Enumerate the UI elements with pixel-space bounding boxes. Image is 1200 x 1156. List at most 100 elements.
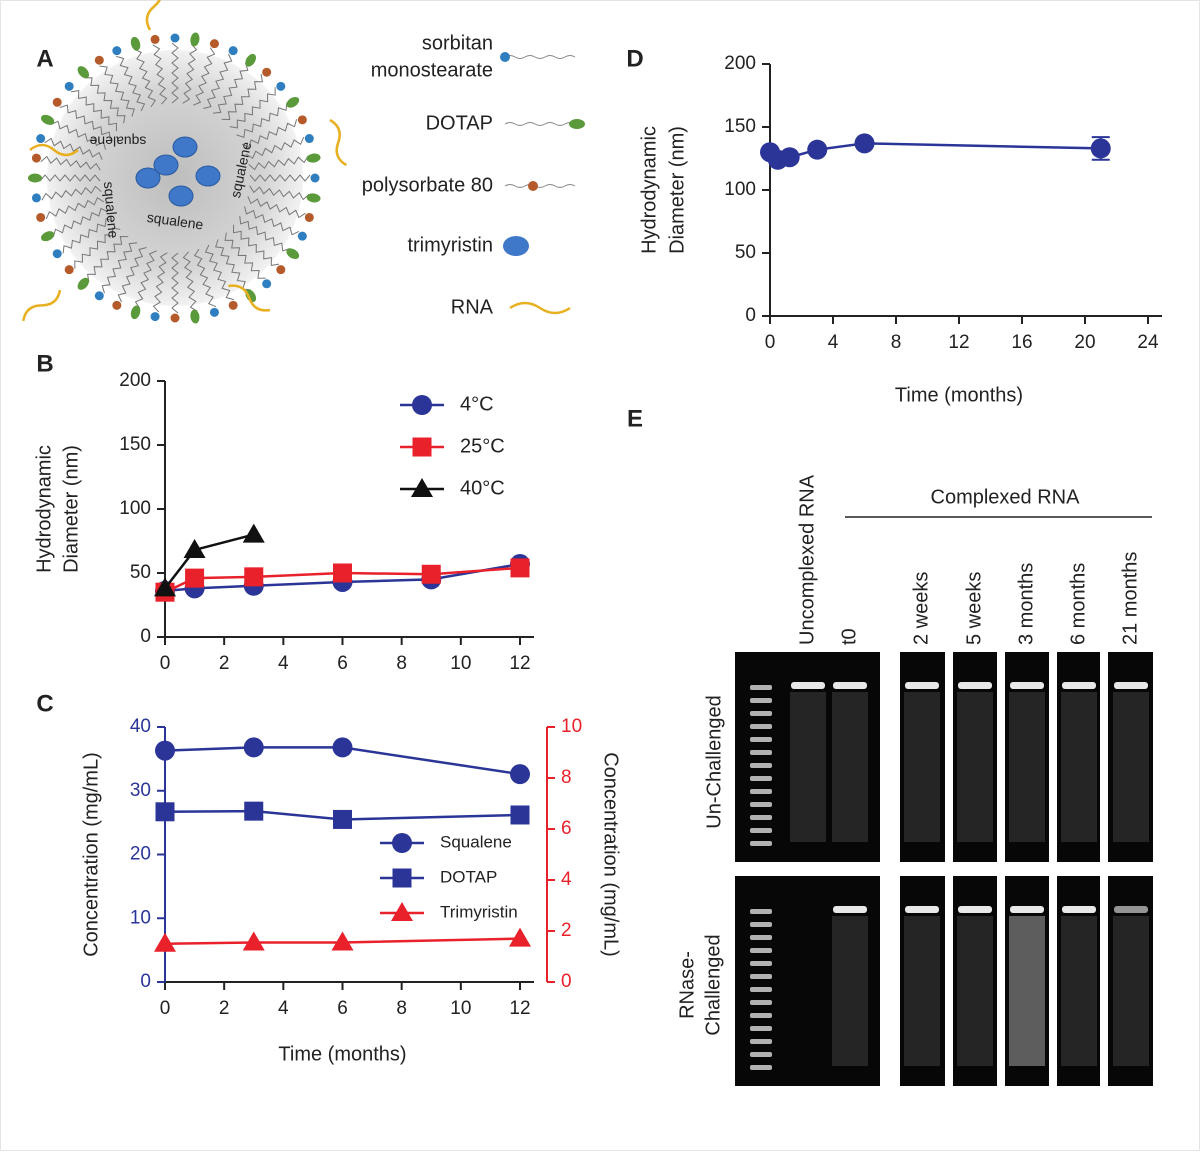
lipid-tail xyxy=(70,90,118,132)
legend-label: 25°C xyxy=(460,435,505,457)
lipid-tail xyxy=(133,48,157,108)
lipid-head xyxy=(228,46,238,56)
gel-smear xyxy=(1009,692,1045,842)
gel-band xyxy=(958,682,992,689)
lipid-head xyxy=(94,55,104,65)
lipid-head xyxy=(52,97,62,107)
lipid-head xyxy=(262,67,272,77)
x-tick-label: 12 xyxy=(948,332,969,353)
marker xyxy=(185,568,205,588)
legend-label: monostearate xyxy=(371,59,493,81)
ladder-band xyxy=(750,737,772,742)
lipid-tail xyxy=(247,196,306,219)
rna-strand xyxy=(29,143,79,157)
ladder-band xyxy=(750,948,772,953)
lipid-tail xyxy=(248,155,309,171)
marker xyxy=(154,577,176,597)
legend-marker xyxy=(392,868,412,888)
lipid-head xyxy=(306,193,321,203)
panel-label: B xyxy=(36,350,53,377)
lipid-tail xyxy=(74,227,121,269)
marker xyxy=(243,737,264,758)
lipid-head xyxy=(310,173,320,183)
lipid-tail xyxy=(245,136,305,160)
lipid-tail xyxy=(239,215,291,252)
lipid-tail xyxy=(134,250,157,309)
panel-label: D xyxy=(626,45,643,72)
trimyristin-blob xyxy=(168,185,194,207)
lipid-tail xyxy=(40,155,101,171)
lipid-tail xyxy=(45,196,105,220)
lipid-tail xyxy=(215,239,251,291)
x-tick-label: 2 xyxy=(219,653,230,674)
y-tick-label: 50 xyxy=(735,242,756,263)
lipid-tail xyxy=(39,174,101,182)
marker xyxy=(332,737,353,758)
lipid-head xyxy=(228,300,238,310)
lipid-tail xyxy=(101,242,138,294)
trimyristin-blob xyxy=(135,167,161,189)
lipid-tail xyxy=(182,43,198,104)
lane-label: 21 months xyxy=(1119,552,1141,645)
ladder-band xyxy=(750,763,772,768)
marker xyxy=(510,558,530,578)
lipid-head xyxy=(190,309,200,324)
series-line xyxy=(164,937,521,945)
y-tick-label: 200 xyxy=(724,53,756,74)
lipid-head xyxy=(41,114,55,125)
lipid-head xyxy=(304,212,314,222)
legend-label: DOTAP xyxy=(426,112,493,134)
lipid-head xyxy=(130,36,141,51)
lipid-tail xyxy=(203,53,233,109)
gel-band xyxy=(1114,682,1148,689)
marker xyxy=(509,927,531,947)
gel-smear xyxy=(832,692,868,842)
gel-smear xyxy=(790,692,826,842)
x-tick-label: 0 xyxy=(765,332,776,353)
lipid-head xyxy=(64,265,74,275)
legend-label: Trimyristin xyxy=(440,902,518,921)
y-axis-label: Diameter (nm) xyxy=(666,126,688,254)
lipid-tail xyxy=(171,252,179,314)
legend-icon-tail xyxy=(504,184,576,188)
marker xyxy=(333,809,352,829)
lipid-head xyxy=(262,279,272,289)
legend-icon-tail xyxy=(504,55,576,59)
ladder-band xyxy=(750,698,772,703)
lipid-head xyxy=(304,134,314,144)
marker xyxy=(421,564,441,584)
ladder-band xyxy=(750,922,772,927)
lipid-head xyxy=(94,291,104,301)
y-tick-label: 10 xyxy=(130,907,151,928)
lane-label: 3 months xyxy=(1015,563,1037,645)
x-tick-label: 20 xyxy=(1074,332,1095,353)
marker xyxy=(242,931,265,951)
lipid-tail xyxy=(171,42,179,104)
lipid-tail xyxy=(244,206,300,236)
lipid-tail xyxy=(52,207,109,237)
y-tick-label: 100 xyxy=(724,179,756,200)
rna-strand xyxy=(145,0,163,31)
gel-band xyxy=(833,906,867,913)
gel-smear xyxy=(1061,692,1097,842)
gel-group-label: Complexed RNA xyxy=(931,486,1081,508)
particle-core xyxy=(47,50,303,306)
x-tick-label: 4 xyxy=(278,998,289,1019)
ladder-band xyxy=(750,776,772,781)
lipid-tail xyxy=(116,55,146,112)
lane-label: t0 xyxy=(838,628,860,645)
legend-marker xyxy=(412,395,432,415)
lipid-head xyxy=(170,33,180,43)
x-tick-label: 24 xyxy=(1137,332,1159,353)
x-tick-label: 10 xyxy=(450,653,471,674)
y2-tick-label: 10 xyxy=(561,716,582,737)
x-tick-label: 0 xyxy=(160,653,171,674)
lipid-tail xyxy=(84,77,126,124)
x-tick-label: 12 xyxy=(509,998,530,1019)
x-tick-label: 6 xyxy=(337,998,348,1019)
marker xyxy=(854,133,875,154)
gel-band xyxy=(1114,906,1148,913)
marker xyxy=(244,801,264,821)
marker xyxy=(244,567,264,587)
lipid-head xyxy=(297,231,307,241)
